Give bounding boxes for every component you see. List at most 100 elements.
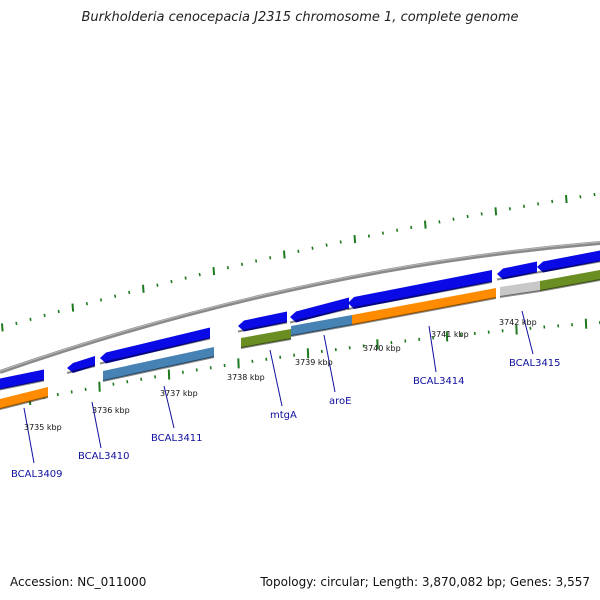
gene-label: BCAL3414 [413,376,465,387]
feature-track [0,250,600,410]
cds-arrow [348,270,492,309]
outer-tick [99,298,103,302]
leader-line [163,385,175,429]
scale-label: 3737 kbp [160,389,198,398]
gene-label: BCAL3415 [509,358,561,369]
cds-arrow-shadow [496,271,538,281]
outer-tick [537,202,540,206]
leader-line [91,401,102,449]
outer-tick [494,207,498,216]
outer-tick [396,228,399,232]
cds-arrow [0,369,44,390]
outer-tick [325,243,328,247]
outer-tick [1,323,4,332]
cds-arrow [290,297,349,323]
scale-label: 3736 kbp [92,406,130,415]
scale-label: 3742 kbp [499,318,537,327]
gene-class-bar-shadow [102,356,215,382]
leader-line [323,334,336,393]
outer-tick [452,217,455,221]
leader-line [23,407,35,464]
outer-tick [480,212,483,216]
outer-tick [381,231,385,235]
leader-line [269,349,283,407]
backbone-line [0,241,600,374]
leader-line [521,310,534,355]
map-labels: 3735 kbp 3736 kbp 3737 kbp 3738 kbp 3739 kbp… [11,318,561,480]
outer-tick [367,234,370,238]
outer-tick [438,220,441,224]
outer-tick [29,317,32,321]
cds-arrow-shadow [99,337,211,365]
outer-tick [269,256,272,260]
outer-tick [410,225,413,230]
scale-label: 3739 kbp [295,358,333,367]
outer-tick [15,321,18,326]
gene-class-bar-shadow [240,338,292,349]
gene-class-bar-shadow [539,279,600,292]
outer-tick [57,309,60,314]
gene-class-bar [540,270,600,291]
backbone-highlight [0,241,600,372]
gene-class-bar-shadow [351,297,497,326]
gene-class-bar-shadow [290,324,353,337]
cds-arrow-shadow [289,307,350,324]
outer-tick [156,283,159,287]
outer-tick [71,303,75,312]
scale-label: 3740 kbp [363,344,401,353]
label-leaders [23,310,534,464]
outer-tick [353,234,357,244]
outer-tick [212,267,216,276]
gene-class-bar [0,387,48,409]
outer-tick [565,195,568,204]
outer-tick [170,279,173,284]
outer-tick [198,272,201,277]
outer-tick [522,204,526,208]
cds-arrow-shadow [347,281,493,310]
cds-arrow [100,327,210,364]
cds-arrow [67,356,95,373]
cds-arrow [497,261,537,280]
gene-class-bar [352,288,496,325]
outer-tick [593,192,596,197]
gene-label: BCAL3409 [11,469,63,480]
cds-arrow [238,311,287,332]
gene-class-bar [500,281,540,297]
outer-tick [551,199,554,204]
gene-class-bar [241,329,291,348]
scale-label: 3735 kbp [24,423,62,432]
gene-label: BCAL3410 [78,451,130,462]
outer-tick [255,259,258,263]
outer-tick [226,266,229,270]
outer-tick [466,214,469,219]
gene-label: BCAL3411 [151,433,203,444]
outer-tick [339,240,342,244]
accession-text: Accession: NC_011000 [10,575,147,589]
outer-tick [114,294,117,298]
outer-tick [424,220,427,229]
gene-label: mtgA [270,410,297,421]
scale-label: 3738 kbp [227,373,265,382]
map-title: Burkholderia cenocepacia J2315 chromosom… [81,10,519,25]
outer-tick [311,246,314,250]
gene-label: aroE [329,396,351,407]
outer-tick [283,250,286,259]
outer-tick [85,302,88,306]
scale-label: 3741 kbp [431,330,469,339]
cds-arrow-shadow [66,365,96,374]
gene-class-bar [103,347,214,381]
gene-class-bar-shadow [0,396,49,410]
outer-tick [297,249,300,253]
outer-tick [128,290,131,295]
outer-tick-ring [1,192,596,332]
outer-tick [184,276,187,280]
outer-tick [240,262,244,266]
gene-class-bar-shadow [499,290,541,298]
outer-tick [508,207,511,211]
outer-tick [43,313,46,318]
cds-arrow-shadow [536,260,600,274]
outer-tick [579,195,582,199]
leader-line [428,325,437,373]
